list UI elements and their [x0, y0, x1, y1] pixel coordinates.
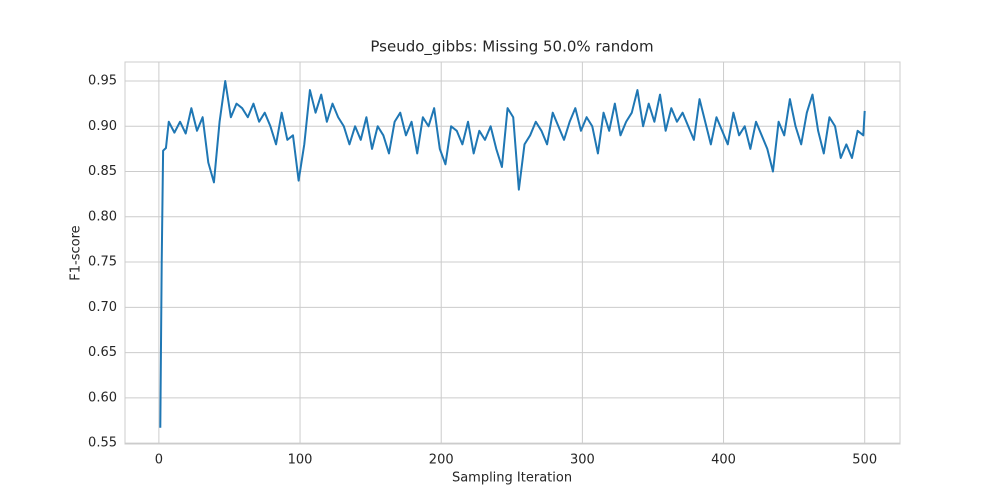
y-tick-label: 0.85	[88, 164, 117, 179]
plot-area	[124, 61, 901, 445]
y-tick-label: 0.80	[88, 209, 117, 224]
y-tick-label: 0.65	[88, 345, 117, 360]
x-tick-label: 100	[288, 453, 313, 468]
x-tick-label: 0	[155, 453, 163, 468]
chart-title: Pseudo_gibbs: Missing 50.0% random	[370, 38, 653, 57]
x-tick-label: 500	[852, 453, 877, 468]
x-axis-label: Sampling Iteration	[452, 471, 572, 486]
x-tick-label: 400	[711, 453, 736, 468]
y-tick-label: 0.60	[88, 390, 117, 405]
x-tick-label: 200	[429, 453, 454, 468]
y-axis-label: F1-score	[69, 225, 84, 280]
line	[159, 80, 866, 428]
y-tick-label: 0.95	[88, 74, 117, 89]
x-tick-label: 300	[570, 453, 595, 468]
y-tick-label: 0.55	[88, 436, 117, 451]
y-tick-label: 0.90	[88, 119, 117, 134]
y-tick-label: 0.70	[88, 300, 117, 315]
y-tick-label: 0.75	[88, 255, 117, 270]
